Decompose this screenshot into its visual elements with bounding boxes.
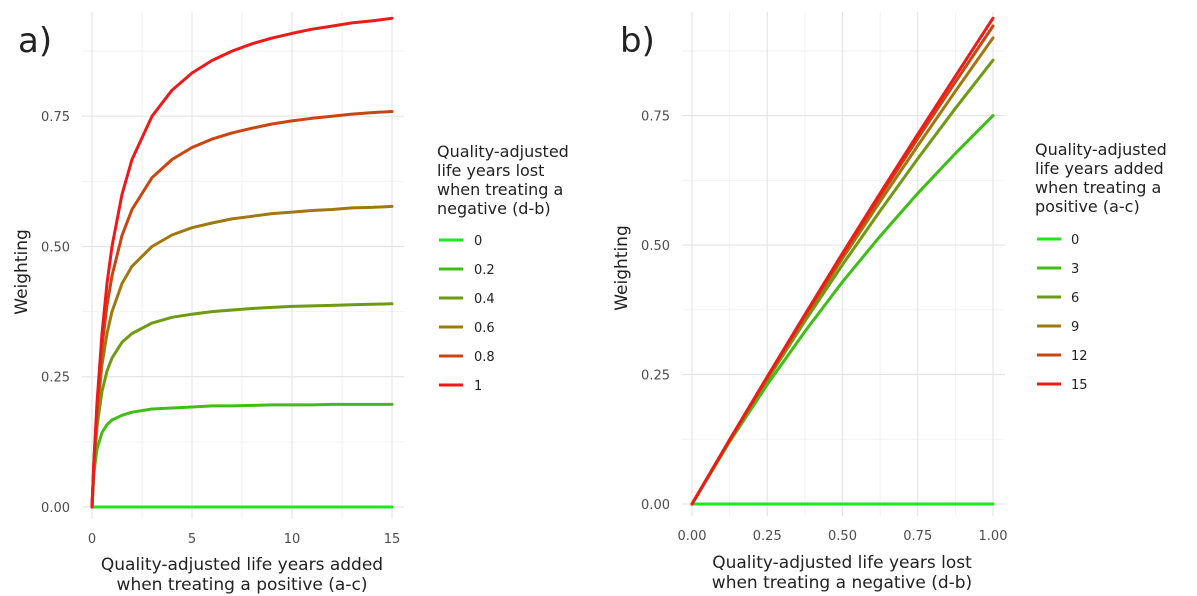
x-tick-label: 0.00 [678,529,707,544]
series-line-15 [690,16,995,506]
y-axis-title: Weighting [612,225,632,311]
legend-label-0.2: 0.2 [474,263,495,278]
legend-label-0: 0 [1071,233,1079,248]
legend-title-line: Quality-adjusted [437,142,569,161]
panel-label: a) [18,21,52,61]
panel-label: b) [620,21,655,61]
y-tick-label: 0.50 [641,239,670,254]
x-axis-title-line-2: when treating a positive (a-c) [117,575,368,595]
legend-title-line: when treating a [1035,178,1161,197]
legend-title-line: life years added [1035,159,1164,178]
chart-panel-b: 0.00 0.25 0.50 0.75 1.00 0.00 0.25 0.50 0.75 b) We… [612,12,1167,593]
series-line-1 [90,16,394,509]
series-line-0.6 [90,204,394,509]
y-tick-label: 0.75 [641,110,670,125]
legend-label-1: 1 [474,379,482,394]
x-tick-label: 0.75 [903,529,932,544]
series-line-0.4 [90,302,394,509]
legend-title-line: Quality-adjusted [1035,140,1167,159]
legend-title-line: positive (a-c) [1035,197,1140,216]
legend-label-0: 0 [474,234,482,249]
chart-panel-a: 0 5 10 150.000.250.500.75a)WeightingQuality… [12,12,569,595]
x-tick-label: 15 [384,532,401,547]
y-tick-label: 0.25 [41,371,70,386]
legend-label-0.8: 0.8 [474,350,495,365]
y-tick-label: 0.00 [641,498,670,513]
legend-title-line: when treating a [437,180,563,199]
x-tick-label: 0.25 [753,529,782,544]
x-axis-title-line-2: when treating a negative (d-b) [712,573,972,593]
legend-title-line: life years lost [437,161,544,180]
x-tick-label: 10 [284,532,301,547]
y-axis-title: Weighting [12,229,32,315]
series-line-0.2 [90,402,394,509]
legend-label-15: 15 [1071,378,1088,393]
x-tick-label: 1.00 [979,529,1008,544]
legend-label-12: 12 [1071,349,1088,364]
legend-label-0.4: 0.4 [474,292,495,307]
y-tick-label: 0.50 [41,240,70,255]
x-tick-label: 0 [88,532,96,547]
x-axis-title-line-1: Quality-adjusted life years added [101,555,383,575]
legend-label-9: 9 [1071,320,1079,335]
x-axis-title-line-1: Quality-adjusted life years lost [712,553,972,573]
y-tick-label: 0.00 [41,501,70,516]
legend-label-6: 6 [1071,291,1079,306]
x-tick-label: 5 [188,532,196,547]
y-tick-label: 0.25 [641,369,670,384]
x-tick-label: 0.50 [828,529,857,544]
legend-label-0.6: 0.6 [474,321,495,336]
series-line-0.8 [90,110,394,509]
legend-label-3: 3 [1071,262,1079,277]
y-tick-label: 0.75 [41,110,70,125]
legend-title-line: negative (d-b) [437,199,551,218]
